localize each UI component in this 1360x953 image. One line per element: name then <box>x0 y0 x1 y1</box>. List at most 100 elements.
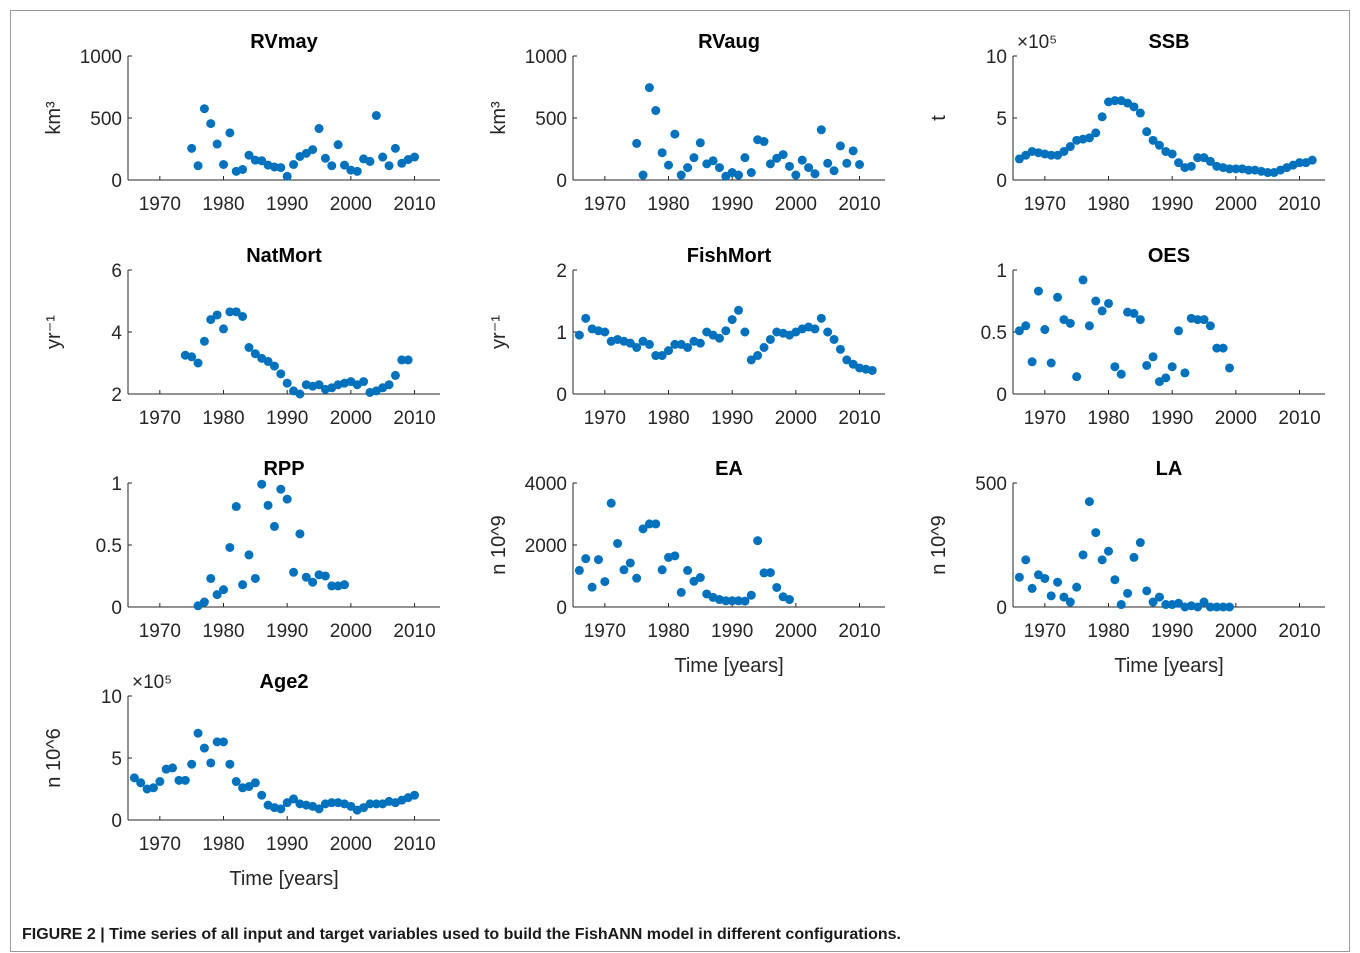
y-tick-label: 5 <box>996 109 1007 130</box>
point <box>371 799 381 809</box>
point <box>1046 358 1056 368</box>
subplot-title: RVmay <box>250 31 318 53</box>
x-tick-label: 2000 <box>330 621 372 642</box>
x-axis-label: Time [years] <box>229 868 338 890</box>
y-tick-label: 0.5 <box>96 536 122 557</box>
point <box>219 160 229 169</box>
y-tick-label: 0 <box>556 598 567 619</box>
point <box>257 479 267 489</box>
subplot-title: LA <box>1156 458 1183 480</box>
x-tick-label: 2010 <box>393 834 435 855</box>
point <box>842 355 852 365</box>
x-tick-label: 1970 <box>1024 194 1066 215</box>
point <box>778 150 788 160</box>
point <box>625 558 635 568</box>
point <box>231 502 241 512</box>
point <box>1116 600 1126 610</box>
point <box>365 156 375 166</box>
point <box>1161 600 1171 610</box>
point <box>384 161 394 171</box>
point <box>1084 321 1094 331</box>
point <box>199 743 209 753</box>
point <box>212 737 222 747</box>
point <box>1059 146 1069 156</box>
y-tick-label: 1000 <box>80 47 122 68</box>
point <box>289 160 299 169</box>
x-tick-label: 1990 <box>711 194 753 215</box>
point <box>804 163 814 173</box>
x-tick-label: 2000 <box>1215 408 1257 429</box>
y-tick-label: 1000 <box>525 47 567 68</box>
point <box>1154 592 1164 602</box>
x-tick-label: 2010 <box>838 408 880 429</box>
point <box>619 565 629 575</box>
point <box>1205 321 1215 331</box>
point <box>219 585 229 595</box>
subplot-title: RPP <box>263 458 304 480</box>
point <box>1091 128 1101 138</box>
x-tick-label: 1970 <box>139 408 181 429</box>
x-tick-label: 1970 <box>139 834 181 855</box>
point <box>600 577 610 587</box>
point <box>600 327 610 337</box>
point <box>1040 325 1050 335</box>
point <box>244 150 254 160</box>
point <box>339 580 349 590</box>
point <box>708 156 718 166</box>
point <box>683 163 693 173</box>
point <box>721 596 731 606</box>
point <box>727 596 737 606</box>
subplot-title: RVaug <box>698 31 760 53</box>
y-tick-label: 2000 <box>525 536 567 557</box>
x-tick-label: 1990 <box>266 621 308 642</box>
point <box>1205 602 1215 612</box>
point <box>746 590 756 600</box>
y-tick-label: 0 <box>996 598 1007 619</box>
point <box>308 145 318 155</box>
point <box>1295 158 1305 168</box>
point <box>225 759 235 769</box>
y-tick-label: 0 <box>111 811 122 832</box>
point <box>1091 296 1101 306</box>
point <box>1116 369 1126 379</box>
point <box>587 582 597 592</box>
point <box>574 330 584 340</box>
x-tick-label: 1980 <box>647 194 689 215</box>
x-tick-label: 2010 <box>838 621 880 642</box>
y-tick-label: 500 <box>90 109 122 130</box>
point <box>746 355 756 365</box>
point <box>1174 326 1184 336</box>
x-tick-label: 1980 <box>202 834 244 855</box>
point <box>199 336 209 346</box>
point <box>282 171 292 181</box>
point <box>359 377 369 387</box>
x-tick-label: 1980 <box>202 621 244 642</box>
y-tick-label: 0 <box>996 385 1007 406</box>
point <box>784 161 794 171</box>
x-tick-label: 1970 <box>139 194 181 215</box>
subplot: 1970 1980 1990 2000 2010 0 0.5 1 RPP <box>96 458 440 642</box>
point <box>1046 591 1056 601</box>
point <box>1224 602 1234 612</box>
point <box>651 519 661 529</box>
point <box>206 315 216 325</box>
point <box>1014 326 1024 336</box>
y-axis-label: km³ <box>488 101 510 135</box>
axis-multiplier: ×10⁵ <box>132 672 172 693</box>
x-tick-label: 2010 <box>1278 621 1320 642</box>
point <box>238 312 248 321</box>
point <box>791 170 801 180</box>
point <box>282 378 292 388</box>
point <box>753 536 763 546</box>
point <box>1167 149 1177 159</box>
x-tick-label: 2000 <box>1215 621 1257 642</box>
x-tick-label: 2010 <box>1278 194 1320 215</box>
point <box>371 111 381 121</box>
point <box>231 307 241 317</box>
point <box>867 365 877 375</box>
point <box>670 129 680 139</box>
point <box>1129 308 1139 318</box>
point <box>759 568 769 578</box>
point <box>390 370 400 380</box>
y-axis-label: n 10^9 <box>488 515 510 574</box>
